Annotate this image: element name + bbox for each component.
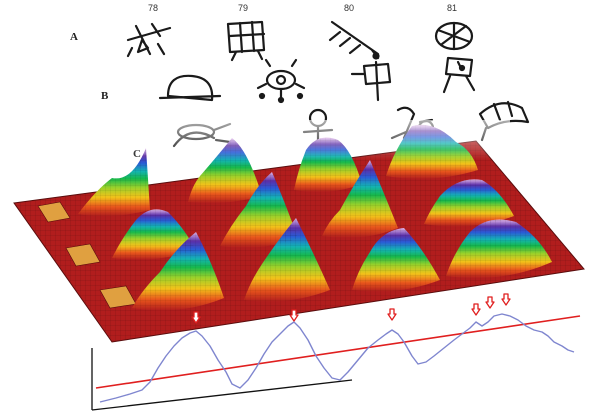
peak-marker-arrow [485, 296, 495, 309]
glyph-b79 [256, 58, 306, 104]
column-label-79: 79 [238, 3, 248, 13]
glyph-b78 [158, 74, 222, 102]
profile-curve [99, 313, 575, 403]
column-label-78: 78 [148, 3, 158, 13]
peak-tip-fade [90, 120, 510, 160]
column-label-80: 80 [344, 3, 354, 13]
glyph-a78 [126, 22, 172, 58]
rim-block [65, 243, 101, 267]
surface-peak-mesh [78, 124, 552, 311]
profile-x-axis [91, 379, 353, 411]
peak-marker-arrow [387, 308, 397, 321]
glyph-a81 [434, 21, 474, 51]
column-label-81: 81 [447, 3, 457, 13]
peak-marker-arrow [191, 311, 201, 324]
threshold-line [95, 315, 581, 389]
glyph-b81 [442, 56, 476, 94]
peak-markers [191, 293, 511, 324]
rim-block [37, 201, 71, 223]
peak-marker-arrow [501, 293, 511, 306]
row-label-b: B [101, 90, 109, 102]
peak-marker-arrow [289, 309, 299, 322]
profile-plot [91, 293, 581, 411]
glyph-a79 [226, 20, 266, 62]
glyph-c81 [478, 100, 530, 142]
glyph-a80 [328, 20, 380, 60]
glyph-b80 [350, 60, 392, 102]
surface-plot [13, 120, 585, 343]
row-label-a: A [70, 31, 78, 43]
peak-marker-arrow [471, 303, 481, 316]
